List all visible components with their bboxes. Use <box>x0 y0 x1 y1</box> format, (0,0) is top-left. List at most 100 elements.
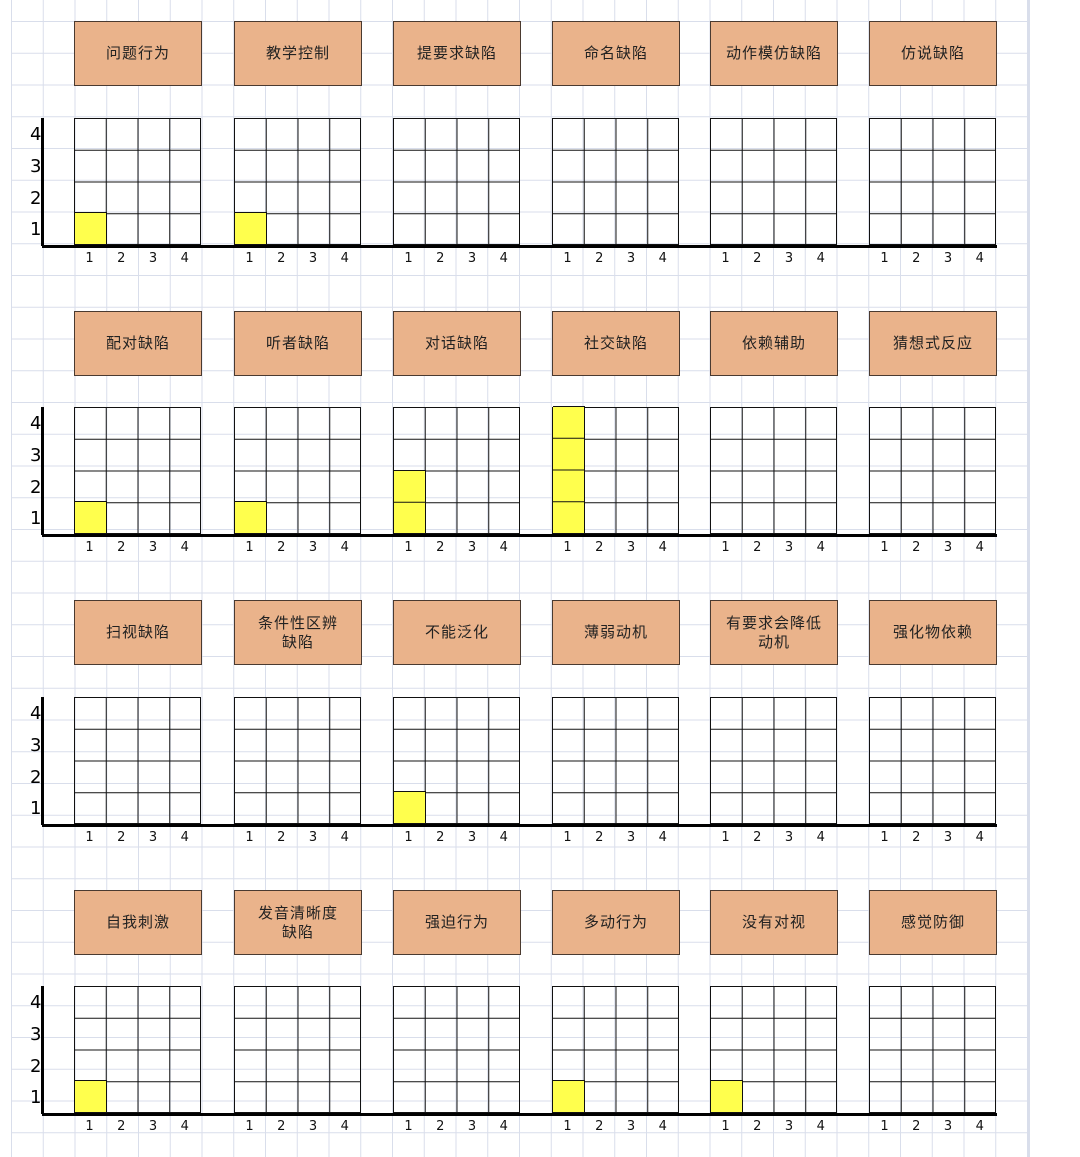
score-grid <box>710 407 837 534</box>
x-tick-label: 1 <box>721 540 730 555</box>
y-tick-label: 4 <box>30 992 42 1013</box>
x-tick-label: 2 <box>117 251 126 266</box>
x-tick-label: 4 <box>816 1119 825 1134</box>
x-tick-label: 2 <box>912 540 921 555</box>
x-tick-label: 4 <box>499 540 508 555</box>
x-tick-label: 4 <box>180 1119 189 1134</box>
x-tick-label: 2 <box>436 540 445 555</box>
x-tick-label: 4 <box>816 540 825 555</box>
x-tick-label: 3 <box>943 1119 953 1134</box>
category-label[interactable]: 猜想式反应 <box>869 311 997 376</box>
category-label[interactable]: 命名缺陷 <box>552 21 680 86</box>
x-tick-label: 3 <box>626 1119 636 1134</box>
score-grid <box>234 986 361 1113</box>
x-tick-label: 4 <box>975 251 984 266</box>
category-label[interactable]: 感觉防御 <box>869 890 997 955</box>
category-label[interactable]: 对话缺陷 <box>393 311 521 376</box>
x-tick-label: 2 <box>753 830 762 845</box>
category-label[interactable]: 发音清晰度 缺陷 <box>234 890 362 955</box>
category-label[interactable]: 社交缺陷 <box>552 311 680 376</box>
x-tick-label: 2 <box>277 251 286 266</box>
score-grid <box>234 118 361 245</box>
x-tick-label: 2 <box>117 830 126 845</box>
x-tick-label: 3 <box>626 830 636 845</box>
y-tick-label: 2 <box>30 766 42 788</box>
category-label[interactable]: 自我刺激 <box>74 890 202 955</box>
x-axis <box>42 1113 997 1116</box>
x-tick-label: 4 <box>499 830 508 845</box>
x-tick-label: 3 <box>467 1119 477 1134</box>
x-tick-label: 3 <box>626 540 636 555</box>
category-label[interactable]: 提要求缺陷 <box>393 21 521 86</box>
x-tick-label: 1 <box>245 1119 254 1134</box>
category-label[interactable]: 问题行为 <box>74 21 202 86</box>
score-bar <box>75 1080 107 1112</box>
x-tick-label: 2 <box>277 540 286 555</box>
x-tick-label: 4 <box>658 251 667 266</box>
x-tick-label: 4 <box>658 830 667 845</box>
category-label[interactable]: 动作模仿缺陷 <box>710 21 838 86</box>
category-label[interactable]: 薄弱动机 <box>552 600 680 665</box>
x-tick-label: 2 <box>753 540 762 555</box>
score-bar <box>235 212 267 244</box>
score-bar <box>75 501 107 533</box>
score-grid <box>74 697 201 824</box>
category-label[interactable]: 依赖辅助 <box>710 311 838 376</box>
x-tick-label: 2 <box>436 1119 445 1134</box>
score-grid <box>869 697 996 824</box>
score-grid <box>393 697 520 824</box>
x-tick-label: 2 <box>595 830 604 845</box>
x-tick-label: 2 <box>912 1119 921 1134</box>
category-label[interactable]: 有要求会降低 动机 <box>710 600 838 665</box>
x-tick-label: 4 <box>816 251 825 266</box>
score-bar <box>394 791 426 823</box>
x-tick-label: 4 <box>180 540 189 555</box>
x-tick-label: 4 <box>180 830 189 845</box>
x-tick-label: 3 <box>148 540 158 555</box>
x-tick-label: 3 <box>943 251 953 266</box>
score-grid <box>710 986 837 1113</box>
category-label[interactable]: 仿说缺陷 <box>869 21 997 86</box>
y-tick-label: 1 <box>30 219 42 241</box>
x-tick-label: 3 <box>467 540 477 555</box>
x-tick-label: 3 <box>784 540 794 555</box>
category-label[interactable]: 不能泛化 <box>393 600 521 665</box>
x-tick-label: 3 <box>148 251 158 266</box>
y-tick-label: 3 <box>30 155 42 177</box>
score-grid <box>869 407 996 534</box>
x-tick-label: 3 <box>467 830 477 845</box>
y-tick-label: 4 <box>30 413 42 434</box>
x-tick-label: 2 <box>277 1119 286 1134</box>
x-tick-label: 1 <box>85 830 94 845</box>
score-bar <box>394 469 426 533</box>
x-tick-label: 1 <box>563 540 572 555</box>
category-label[interactable]: 强迫行为 <box>393 890 521 955</box>
category-label[interactable]: 教学控制 <box>234 21 362 86</box>
category-label[interactable]: 听者缺陷 <box>234 311 362 376</box>
score-grid <box>74 118 201 245</box>
x-tick-label: 4 <box>658 540 667 555</box>
x-tick-label: 2 <box>436 830 445 845</box>
x-tick-label: 4 <box>340 1119 349 1134</box>
x-tick-label: 1 <box>880 251 889 266</box>
score-grid <box>74 407 201 534</box>
category-label[interactable]: 多动行为 <box>552 890 680 955</box>
category-label[interactable]: 强化物依赖 <box>869 600 997 665</box>
x-tick-label: 4 <box>975 1119 984 1134</box>
x-tick-label: 4 <box>340 251 349 266</box>
x-tick-label: 2 <box>912 830 921 845</box>
x-tick-label: 2 <box>117 540 126 555</box>
x-tick-label: 1 <box>404 1119 413 1134</box>
category-label[interactable]: 配对缺陷 <box>74 311 202 376</box>
score-bar <box>235 501 267 533</box>
score-grid <box>869 986 996 1113</box>
category-label[interactable]: 扫视缺陷 <box>74 600 202 665</box>
x-axis <box>42 245 997 248</box>
score-grid <box>552 118 679 245</box>
x-axis <box>42 534 997 537</box>
x-tick-label: 4 <box>180 251 189 266</box>
category-label[interactable]: 没有对视 <box>710 890 838 955</box>
x-tick-label: 4 <box>499 251 508 266</box>
x-tick-label: 1 <box>85 540 94 555</box>
category-label[interactable]: 条件性区辨 缺陷 <box>234 600 362 665</box>
